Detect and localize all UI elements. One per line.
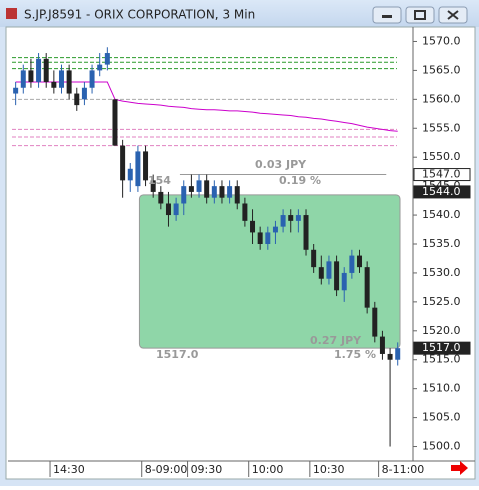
- candle-body: [158, 191, 164, 204]
- candle-body: [112, 99, 118, 146]
- candle-body: [51, 81, 57, 88]
- y-tick-label: 1550.0: [422, 150, 461, 163]
- candle-body: [81, 87, 87, 100]
- plot-area: 1570.01565.01560.01555.01550.01545.01540…: [12, 34, 471, 477]
- scroll-arrow[interactable]: [451, 461, 468, 475]
- x-tick-label: 14:30: [53, 463, 85, 476]
- y-tick-label: 1540.0: [422, 208, 461, 221]
- y-tick-label: 1560.0: [422, 92, 461, 105]
- y-tick-label: 1570.0: [422, 34, 461, 47]
- price-tag: [413, 185, 471, 199]
- candle-body: [104, 53, 110, 65]
- price-tag: [413, 341, 471, 355]
- y-tick-label: 1535.0: [422, 237, 461, 250]
- candle-body: [89, 70, 95, 88]
- app-icon: [6, 8, 17, 19]
- y-tick-label: 1555.0: [422, 121, 461, 134]
- candle-body: [280, 215, 286, 227]
- candle-body: [28, 70, 34, 82]
- x-tick-label: 8-11:00: [382, 463, 425, 476]
- window-buttons[interactable]: [372, 6, 468, 24]
- candle-body: [13, 87, 19, 94]
- price-tag: [413, 168, 471, 182]
- y-tick-label: 1515.0: [422, 353, 461, 366]
- candle-body: [66, 70, 72, 94]
- measure-label: 154: [148, 174, 171, 187]
- x-tick-label: 8-09:00: [145, 463, 188, 476]
- candle-body: [58, 70, 64, 88]
- candle-body: [143, 151, 149, 181]
- candle-body: [234, 186, 240, 204]
- maximize-button[interactable]: [405, 6, 435, 24]
- candle-body: [250, 220, 256, 233]
- candle-body: [326, 261, 332, 279]
- candle-body: [334, 261, 340, 291]
- y-tick-label: 1505.0: [422, 411, 461, 424]
- measure-label: 0.03 JPY: [255, 158, 307, 171]
- y-tick-label: 1565.0: [422, 63, 461, 76]
- candle-body: [242, 203, 248, 221]
- candle-body: [349, 255, 355, 273]
- y-tick-label: 1520.0: [422, 324, 461, 337]
- candle-body: [341, 272, 347, 291]
- y-tick-label: 1510.0: [422, 382, 461, 395]
- candle-body: [181, 186, 187, 204]
- measure-label: 1517.0: [156, 348, 199, 361]
- candle-body: [395, 348, 401, 360]
- measure-label: 0.27 JPY: [310, 334, 362, 347]
- candle-body: [364, 267, 370, 308]
- y-tick-label: 1525.0: [422, 295, 461, 308]
- candle-body: [165, 203, 171, 216]
- minimize-icon: [382, 15, 392, 18]
- candle-body: [150, 180, 156, 192]
- window-title: S.JP.J8591 - ORIX CORPORATION, 3 Min: [24, 8, 255, 22]
- candle-body: [173, 203, 179, 216]
- candle-body: [265, 232, 271, 244]
- maximize-icon: [414, 10, 426, 20]
- price-tag-label: 1517.0: [422, 341, 461, 354]
- candle-body: [127, 168, 133, 181]
- candle-body: [196, 180, 202, 192]
- candle-body: [311, 249, 317, 268]
- candle-body: [303, 215, 309, 250]
- candle-body: [272, 226, 278, 233]
- candle-body: [188, 186, 194, 192]
- price-tag-label: 1544.0: [422, 185, 461, 198]
- candle-body: [357, 255, 363, 268]
- candle-body: [43, 58, 49, 82]
- candle-body: [120, 145, 126, 181]
- candle-body: [387, 353, 393, 360]
- candle-body: [227, 186, 233, 198]
- x-tick-label: 09:30: [191, 463, 223, 476]
- x-tick-label: 10:30: [313, 463, 345, 476]
- candle-body: [36, 58, 42, 82]
- measure-label: 0.19 %: [279, 174, 321, 187]
- candle-body: [135, 151, 141, 187]
- candle-body: [219, 186, 225, 198]
- candle-body: [288, 215, 294, 221]
- measure-zone: [138, 194, 401, 349]
- candle-body: [204, 180, 210, 198]
- candle-body: [295, 215, 301, 221]
- close-icon: [447, 10, 459, 20]
- measure-label: 1.75 %: [334, 348, 376, 361]
- candle-body: [379, 336, 385, 354]
- price-tag-label: 1547.0: [422, 168, 461, 181]
- candle-body: [97, 64, 103, 71]
- candle-body: [318, 267, 324, 279]
- candle-body: [257, 232, 263, 244]
- candle-body: [372, 307, 378, 337]
- x-tick-label: 10:00: [252, 463, 284, 476]
- y-tick-label: 1500.0: [422, 440, 461, 453]
- candle-body: [211, 186, 217, 198]
- average-line: [15, 81, 398, 132]
- candle-body: [74, 93, 80, 106]
- y-tick-label: 1530.0: [422, 266, 461, 279]
- candle-body: [20, 70, 26, 88]
